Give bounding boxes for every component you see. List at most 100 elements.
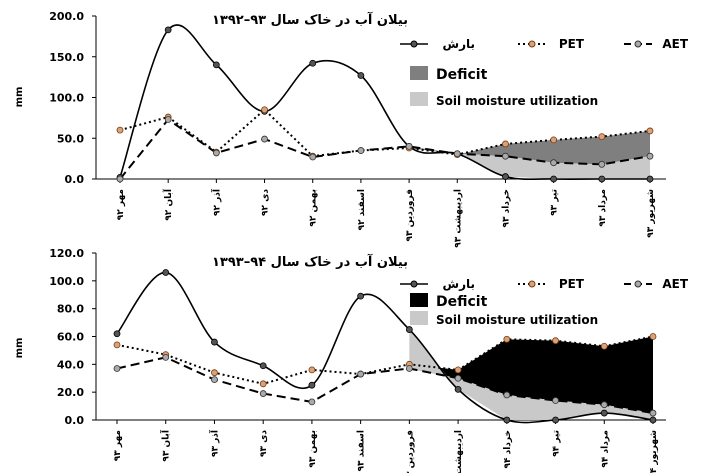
pet-point bbox=[646, 127, 654, 135]
legend-swatch-soil bbox=[410, 92, 428, 106]
y-tick-label: 80.0 bbox=[57, 303, 84, 316]
x-tick-label: مهر ۹۳ bbox=[113, 430, 123, 461]
pet-point bbox=[211, 369, 218, 377]
x-tick-label: اردیبهشت ۹۳ bbox=[453, 189, 463, 248]
aet-point bbox=[164, 116, 172, 123]
aet-point bbox=[357, 147, 365, 154]
precipitation-point bbox=[598, 175, 606, 183]
y-axis-label: mm bbox=[14, 87, 25, 108]
x-tick-label: آبان ۹۳ bbox=[160, 429, 172, 462]
chart-title: بیلان آب در خاک سال ۹۴–۱۳۹۳ bbox=[212, 253, 408, 270]
legend-marker-aet bbox=[634, 40, 642, 48]
precipitation-point bbox=[503, 416, 511, 424]
aet-point bbox=[502, 152, 509, 160]
legend-label: PET bbox=[559, 277, 585, 291]
legend-label: Deficit bbox=[436, 294, 488, 310]
pet-line bbox=[119, 108, 651, 158]
x-tick-label: بهمن ۹۲ bbox=[309, 189, 319, 227]
aet-point bbox=[454, 374, 462, 382]
aet-point bbox=[116, 175, 124, 183]
legend-label: PET bbox=[559, 37, 585, 51]
x-tick-label: خرداد ۹۳ bbox=[501, 189, 511, 228]
x-tick-label: خرداد ۹۴ bbox=[503, 430, 513, 469]
aet-point bbox=[600, 401, 608, 409]
x-tick-label: بهمن ۹۳ bbox=[308, 430, 318, 468]
pet-point bbox=[259, 380, 267, 388]
chart-1: 0.0 50.0 100.0 150.0 200.0 مهر ۹۲ آبان ۹۲ آذر ۹… bbox=[14, 10, 689, 248]
pet-point bbox=[116, 126, 124, 134]
legend-label: AET bbox=[662, 277, 688, 291]
precipitation-point bbox=[211, 338, 218, 346]
pet-point bbox=[649, 333, 657, 340]
legend-label: بارش bbox=[443, 37, 475, 51]
aet-line bbox=[119, 118, 651, 180]
aet-point bbox=[259, 390, 267, 397]
y-tick-label: 0.0 bbox=[65, 173, 85, 186]
aet-point bbox=[552, 397, 559, 404]
pet-point bbox=[598, 133, 606, 141]
precipitation-point bbox=[212, 61, 220, 69]
x-tick-label: دی ۹۳ bbox=[259, 430, 269, 457]
x-tick-label: مرداد ۹۳ bbox=[598, 189, 608, 227]
pet-point bbox=[113, 341, 121, 349]
precipitation-point bbox=[309, 59, 317, 67]
x-tick-label: دی ۹۲ bbox=[261, 189, 271, 216]
precipitation-point bbox=[405, 326, 413, 333]
precipitation-point bbox=[357, 72, 365, 79]
precipitation-point bbox=[259, 362, 267, 370]
aet-point bbox=[649, 409, 657, 417]
legend-swatch-soil bbox=[410, 311, 428, 325]
aet-point bbox=[503, 391, 511, 399]
aet-point bbox=[357, 370, 365, 378]
pet-point bbox=[454, 366, 462, 374]
precipitation-point bbox=[646, 175, 654, 183]
aet-point bbox=[453, 150, 461, 158]
precipitation-point bbox=[164, 26, 172, 34]
aet-point bbox=[211, 376, 218, 384]
y-tick-label: 40.0 bbox=[57, 358, 84, 371]
legend-swatch-deficit bbox=[410, 66, 428, 80]
aet-point bbox=[646, 152, 654, 160]
precipitation-point bbox=[550, 175, 558, 183]
soil-moisture-utilization-area bbox=[409, 329, 653, 420]
x-tick-label: فروردین ۹۳ bbox=[405, 189, 415, 242]
legend-marker-precipitation bbox=[410, 280, 418, 288]
chart-2: 0.0 20.0 40.0 60.0 80.0 100.0 120.0 مهر ۹۳ آبان … bbox=[14, 247, 689, 473]
y-tick-label: 200.0 bbox=[49, 10, 84, 23]
aet-point bbox=[405, 142, 413, 150]
aet-point bbox=[598, 160, 606, 168]
y-tick-label: 120.0 bbox=[49, 247, 84, 260]
x-tick-label: تیر ۹۴ bbox=[552, 430, 562, 457]
legend-swatch-deficit bbox=[410, 293, 428, 307]
aet-point bbox=[212, 149, 220, 157]
deficit-area bbox=[409, 130, 650, 165]
aet-point bbox=[162, 353, 170, 361]
pet-point bbox=[502, 140, 509, 148]
legend-label: بارش bbox=[443, 277, 475, 291]
precipitation-point bbox=[308, 381, 316, 389]
x-tick-label: مهر ۹۲ bbox=[116, 189, 126, 220]
aet-line bbox=[116, 356, 654, 415]
aet-point bbox=[405, 365, 413, 372]
precipitation-point bbox=[113, 330, 121, 338]
precipitation-point bbox=[552, 416, 559, 424]
legend-label: AET bbox=[662, 37, 688, 51]
pet-point bbox=[552, 337, 559, 345]
pet-point bbox=[503, 335, 511, 343]
pet-line bbox=[116, 335, 654, 385]
aet-point bbox=[308, 398, 316, 406]
pet-point bbox=[600, 342, 608, 350]
aet-point bbox=[261, 135, 268, 143]
aet-point bbox=[113, 365, 121, 372]
x-tick-label: مرداد ۹۴ bbox=[600, 430, 610, 468]
pet-point bbox=[308, 366, 316, 374]
y-tick-label: 0.0 bbox=[65, 414, 85, 427]
pet-point bbox=[261, 106, 268, 114]
x-tick-label: اسفند ۹۲ bbox=[357, 189, 367, 230]
x-tick-label: اسفند ۹۳ bbox=[357, 430, 367, 471]
legend-marker-pet bbox=[528, 280, 536, 288]
deficit-area bbox=[409, 336, 653, 414]
y-tick-label: 20.0 bbox=[57, 386, 84, 399]
legend-label: Deficit bbox=[436, 67, 488, 83]
